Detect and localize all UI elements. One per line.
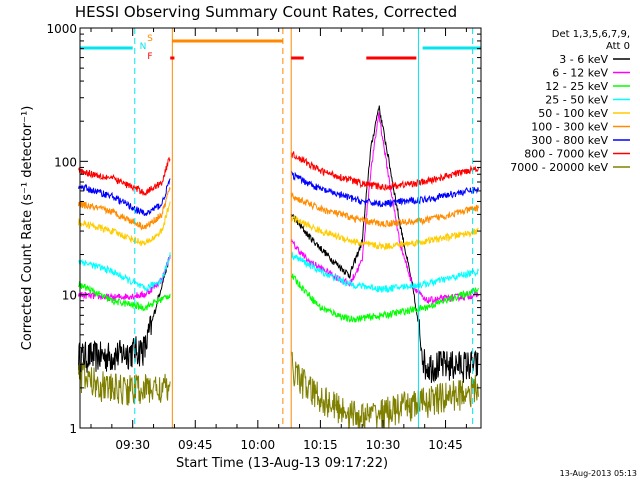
series-line-50-100-kev-a	[78, 201, 171, 247]
series-line-12-25-kev-b	[290, 273, 479, 323]
x-tick-label-09-45: 09:45	[178, 438, 213, 452]
legend-label-12-25-kev: 12 - 25 keV	[545, 80, 608, 93]
series-line-800-7000-kev-a	[78, 157, 171, 196]
series-line-25-50-kev-a	[78, 252, 171, 292]
series-line-3-6-kev-a	[78, 254, 171, 376]
x-tick-label-10-00: 10:00	[241, 438, 276, 452]
y-tick-label-1: 1	[69, 422, 77, 436]
y-tick-label-1000: 1000	[46, 22, 77, 36]
legend-label-300-800-kev: 300 - 800 keV	[531, 134, 608, 147]
series-line-3-6-kev-b	[290, 105, 479, 383]
legend-header-0: Det 1,3,5,6,7,9,	[552, 29, 630, 40]
flag-letter-n: N	[140, 42, 147, 52]
legend-label-6-12-kev: 6 - 12 keV	[552, 67, 608, 80]
timestamp: 13-Aug-2013 05:13	[560, 469, 637, 478]
x-tick-label-10-45: 10:45	[428, 438, 463, 452]
series-line-100-300-kev-b	[290, 192, 479, 228]
axes: 09:30 09:45 10:00 10:15 10:30 10:45 1 10 100 1000	[46, 22, 481, 452]
legend-header-1: Att 0	[606, 41, 630, 52]
y-tick-label-100: 100	[54, 155, 77, 169]
y-axis-label: Corrected Count Rate (s⁻¹ detector⁻¹)	[20, 106, 35, 351]
x-tick-label-10-15: 10:15	[303, 438, 338, 452]
x-tick-label-09-30: 09:30	[115, 438, 150, 452]
x-axis-label: Start Time (13-Aug-13 09:17:22)	[176, 456, 388, 471]
legend-label-800-7000-kev: 800 - 7000 keV	[524, 148, 608, 161]
y-tick-label-10: 10	[62, 289, 77, 303]
series-line-12-25-kev-a	[78, 281, 171, 312]
legend-label-7000-20000-kev: 7000 - 20000 keV	[510, 161, 608, 174]
legend-label-50-100-kev: 50 - 100 keV	[538, 107, 608, 120]
series-line-7000-20000-kev-b	[290, 351, 479, 430]
series-line-6-12-kev-b	[290, 112, 479, 305]
legend-label-25-50-kev: 25 - 50 keV	[545, 94, 608, 107]
series-line-800-7000-kev-b	[290, 151, 479, 192]
flag-letter-s: S	[147, 34, 153, 44]
chart-title: HESSI Observing Summary Count Rates, Cor…	[75, 3, 457, 21]
legend-label-100-300-kev: 100 - 300 keV	[531, 121, 608, 134]
series-line-100-300-kev-a	[78, 187, 171, 231]
series-line-25-50-kev-b	[290, 251, 479, 294]
series-layer	[78, 105, 479, 430]
x-tick-label-10-30: 10:30	[366, 438, 401, 452]
series-line-50-100-kev-b	[290, 215, 479, 251]
series-line-7000-20000-kev-a	[78, 362, 171, 406]
plot-frame	[79, 27, 482, 429]
flag-bars: SNF	[80, 34, 481, 62]
series-line-300-800-kev-b	[290, 170, 479, 208]
series-line-300-800-kev-a	[78, 178, 171, 217]
series-line-6-12-kev-a	[78, 256, 171, 302]
flag-letter-f: F	[147, 52, 152, 62]
legend-label-3-6-kev: 3 - 6 keV	[559, 53, 608, 66]
